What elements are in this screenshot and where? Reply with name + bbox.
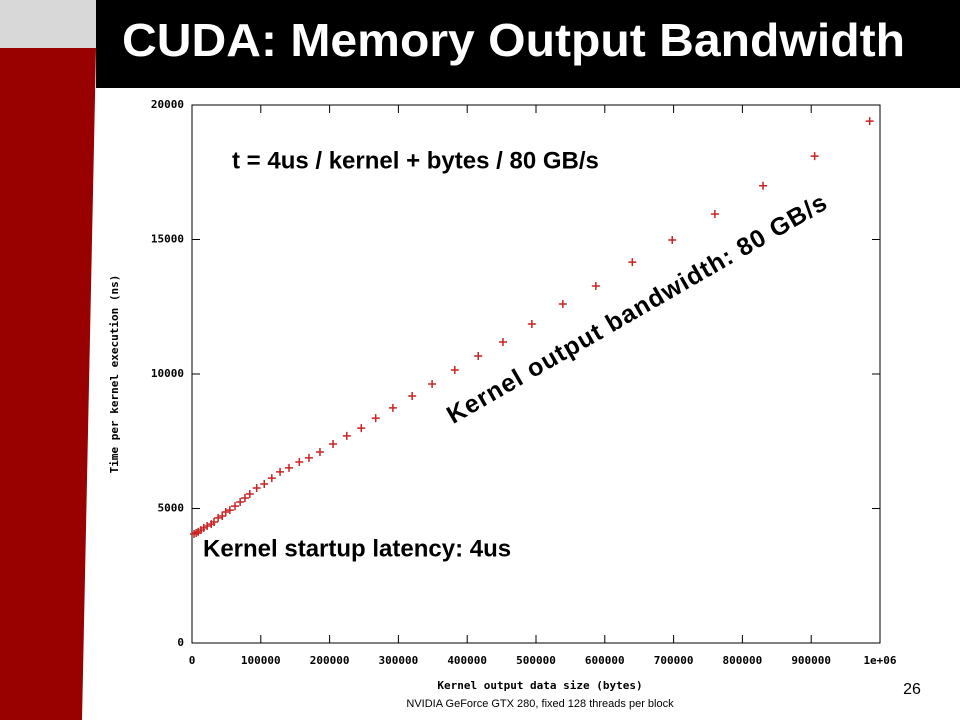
data-point — [498, 337, 507, 346]
y-tick-label: 20000 — [151, 98, 184, 111]
data-point — [231, 502, 239, 511]
data-point — [865, 117, 874, 126]
red-band — [0, 48, 96, 720]
data-point — [810, 152, 819, 161]
data-point — [450, 365, 459, 374]
data-point — [388, 403, 397, 412]
x-tick-label: 800000 — [723, 654, 763, 667]
y-tick-label: 0 — [177, 636, 184, 649]
data-point — [474, 351, 483, 360]
x-tick-label: 100000 — [241, 654, 281, 667]
x-tick-label: 1e+06 — [863, 654, 896, 667]
x-tick-label: 700000 — [654, 654, 694, 667]
formula-annotation: t = 4us / kernel + bytes / 80 GB/s — [232, 147, 599, 174]
data-point — [428, 379, 437, 388]
latency-annotation: Kernel startup latency: 4us — [203, 535, 511, 562]
data-point — [628, 258, 637, 267]
x-tick-label: 500000 — [516, 654, 556, 667]
data-point — [267, 474, 276, 483]
y-axis-label: Time per kernel execution (ns) — [108, 275, 121, 474]
data-point — [260, 480, 269, 489]
data-point — [668, 236, 677, 245]
x-tick-label: 600000 — [585, 654, 625, 667]
x-tick-label: 0 — [189, 654, 196, 667]
data-point — [214, 513, 223, 522]
x-tick-label: 400000 — [447, 654, 487, 667]
footnote: NVIDIA GeForce GTX 280, fixed 128 thread… — [406, 698, 674, 710]
data-point — [240, 494, 249, 503]
data-point — [210, 517, 219, 526]
data-point — [357, 424, 366, 433]
x-axis-label: Kernel output data size (bytes) — [437, 679, 642, 692]
data-point — [371, 414, 380, 423]
data-point — [329, 439, 338, 448]
data-point — [252, 484, 261, 493]
x-tick-label: 300000 — [379, 654, 419, 667]
data-point — [710, 209, 719, 218]
data-point — [199, 523, 208, 532]
slide-title: CUDA: Memory Output Bandwidth — [122, 14, 905, 66]
data-point — [408, 392, 417, 401]
data-point — [527, 319, 536, 328]
data-point — [203, 521, 212, 530]
y-tick-label: 5000 — [158, 502, 185, 515]
data-point — [245, 489, 254, 498]
x-tick-label: 200000 — [310, 654, 350, 667]
data-point — [342, 431, 351, 440]
y-tick-label: 15000 — [151, 233, 184, 246]
data-point — [285, 463, 294, 472]
data-point — [276, 467, 285, 476]
data-point — [591, 282, 600, 291]
x-tick-label: 900000 — [791, 654, 831, 667]
data-point — [304, 453, 313, 462]
slide-number: 26 — [903, 681, 921, 698]
corner — [0, 0, 100, 48]
title-bar — [96, 0, 960, 88]
data-point — [221, 507, 230, 516]
data-point — [558, 300, 567, 309]
data-point — [315, 448, 324, 457]
data-point — [236, 498, 245, 507]
data-point — [225, 506, 234, 515]
data-point — [295, 457, 304, 466]
data-point — [218, 512, 227, 521]
y-tick-label: 10000 — [151, 367, 184, 380]
data-point — [759, 181, 768, 190]
